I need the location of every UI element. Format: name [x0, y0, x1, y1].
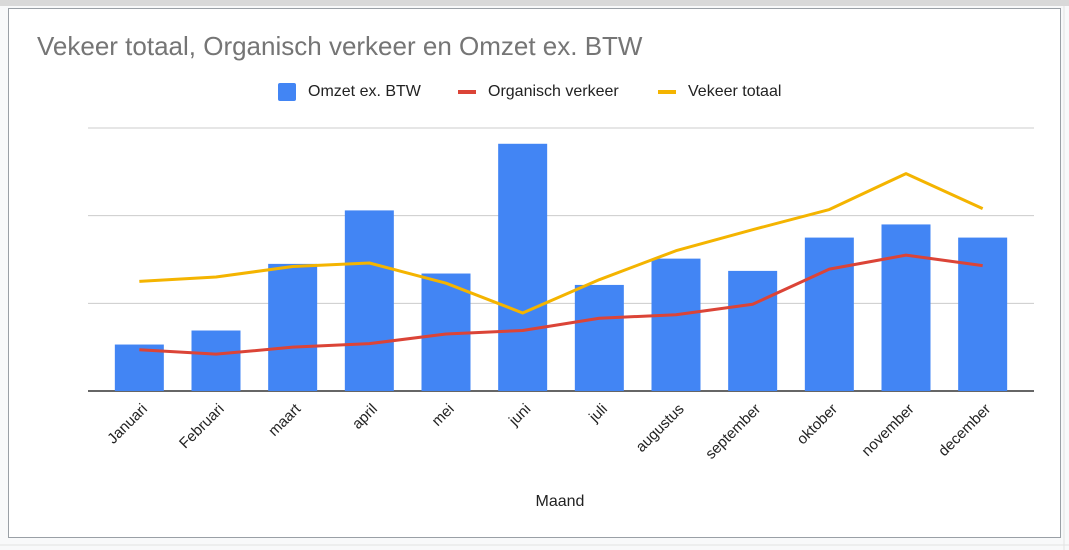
- legend-label: Organisch verkeer: [488, 83, 619, 100]
- bar: [114, 344, 164, 391]
- bar: [728, 270, 778, 391]
- chart-title: Vekeer totaal, Organisch verkeer en Omze…: [37, 31, 643, 61]
- bar: [498, 143, 548, 391]
- sheet-header: [0, 0, 1069, 6]
- bar: [881, 224, 931, 391]
- bar: [804, 237, 854, 391]
- legend-label: Vekeer totaal: [688, 83, 781, 100]
- bar: [344, 210, 394, 391]
- sheet-grid: [0, 6, 1069, 550]
- legend-swatch: [278, 83, 296, 101]
- bar: [574, 284, 624, 391]
- line: [139, 172, 984, 315]
- x-axis-title: Maand: [536, 493, 585, 510]
- bar: [191, 330, 241, 391]
- bar: [651, 258, 701, 391]
- bar: [268, 263, 318, 391]
- line: [139, 253, 983, 356]
- legend-label: Omzet ex. BTW: [308, 83, 422, 100]
- bar: [958, 237, 1008, 391]
